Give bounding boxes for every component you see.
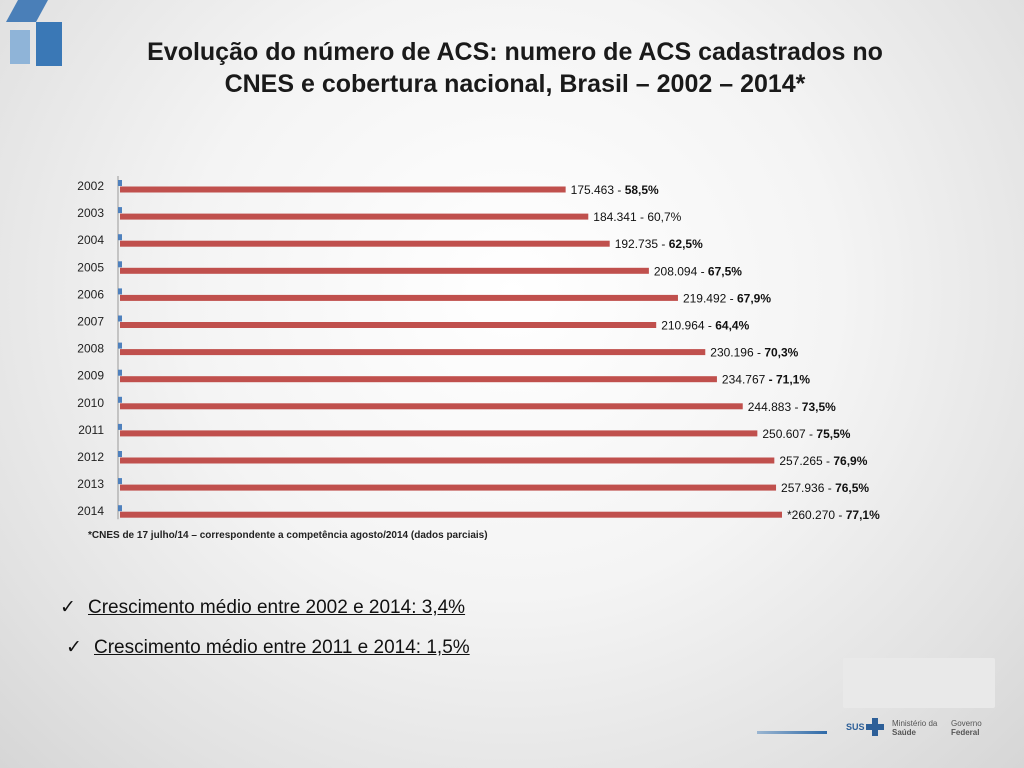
data-label: 192.735 - 62,5% bbox=[615, 237, 703, 251]
bar-coverage bbox=[118, 180, 122, 186]
bullet-growth-2002-2014: ✓ Crescimento médio entre 2002 e 2014: 3,… bbox=[60, 596, 465, 619]
y-tick-label: 2002 bbox=[77, 179, 104, 193]
ministry-logo: Ministério da Saúde bbox=[892, 719, 937, 737]
bar-coverage bbox=[118, 234, 122, 241]
title-line-1: Evolução do número de ACS: numero de ACS… bbox=[147, 38, 883, 66]
government-line-1: Governo bbox=[951, 719, 982, 728]
bar-coverage bbox=[118, 261, 122, 268]
data-label: 175.463 - 58,5% bbox=[571, 183, 659, 197]
checkmark-icon: ✓ bbox=[66, 637, 82, 658]
y-tick-label: 2010 bbox=[77, 396, 104, 410]
bar-acs-count bbox=[120, 267, 649, 274]
decorative-panel bbox=[843, 658, 995, 708]
chart-footnote: *CNES de 17 julho/14 – correspondente a … bbox=[88, 530, 488, 541]
data-label: 250.607 - 75,5% bbox=[762, 427, 850, 441]
y-tick-label: 2006 bbox=[77, 287, 104, 301]
bar-coverage bbox=[118, 396, 122, 403]
bar-acs-count bbox=[120, 186, 566, 193]
cross-icon bbox=[866, 718, 884, 736]
bar-acs-count bbox=[120, 403, 743, 410]
page-title: Evolução do número de ACS: numero de ACS… bbox=[80, 36, 950, 100]
title-line-2: CNES e cobertura nacional, Brasil – 2002… bbox=[224, 70, 806, 98]
bar-acs-count bbox=[120, 240, 610, 247]
ministry-line-1: Ministério da bbox=[892, 719, 938, 728]
y-tick-label: 2008 bbox=[77, 342, 104, 356]
bar-coverage bbox=[118, 478, 122, 485]
sus-logo: SUS bbox=[846, 722, 865, 732]
bar-acs-count bbox=[120, 294, 678, 301]
bar-coverage bbox=[118, 315, 122, 322]
bar-acs-count bbox=[120, 213, 589, 220]
footer-logos: SUS Ministério da Saúde Governo Federal bbox=[846, 716, 996, 744]
bar-coverage bbox=[118, 342, 122, 349]
data-label: 244.883 - 73,5% bbox=[748, 400, 836, 414]
bar-coverage bbox=[118, 451, 122, 457]
y-tick-label: 2012 bbox=[77, 450, 104, 464]
government-logo: Governo Federal bbox=[951, 719, 982, 737]
bar-acs-count bbox=[120, 322, 657, 328]
data-label: 257.936 - 76,5% bbox=[781, 481, 869, 495]
data-label: 230.196 - 70,3% bbox=[710, 346, 798, 360]
bar-coverage bbox=[118, 423, 122, 430]
ministry-line-2: Saúde bbox=[892, 728, 917, 737]
bar-acs-count bbox=[120, 457, 775, 464]
bar-acs-count bbox=[120, 511, 782, 518]
logo-shape-top bbox=[6, 0, 48, 22]
bar-coverage bbox=[118, 505, 122, 512]
bar-acs-count bbox=[120, 430, 758, 437]
y-tick-label: 2003 bbox=[77, 206, 104, 220]
y-tick-label: 2014 bbox=[77, 504, 104, 518]
bar-acs-count bbox=[120, 349, 706, 356]
logo-shape-left bbox=[10, 30, 30, 64]
data-label: 219.492 - 67,9% bbox=[683, 291, 771, 305]
bar-acs-count bbox=[120, 484, 777, 491]
bullet-growth-2011-2014: ✓ Crescimento médio entre 2011 e 2014: 1,… bbox=[66, 636, 470, 659]
data-label: 184.341 - 60,7% bbox=[593, 210, 681, 224]
y-tick-label: 2011 bbox=[78, 423, 104, 437]
data-label: 257.265 - 76,9% bbox=[779, 454, 867, 468]
bullet-text: Crescimento médio entre 2002 e 2014: 3,4… bbox=[88, 597, 466, 618]
bullet-text: Crescimento médio entre 2011 e 2014: 1,5… bbox=[94, 637, 470, 658]
checkmark-icon: ✓ bbox=[60, 597, 76, 618]
acs-bar-chart: 2002 175.463 - 58,5% 2003 184.341 - 60,7% 20… bbox=[77, 176, 880, 522]
bar-coverage bbox=[118, 207, 122, 214]
y-tick-label: 2009 bbox=[77, 369, 104, 383]
bar-acs-count bbox=[120, 376, 717, 383]
bar-coverage bbox=[118, 369, 122, 376]
data-label: *260.270 - 77,1% bbox=[787, 508, 880, 522]
corner-logo bbox=[6, 0, 62, 66]
footer-accent-line bbox=[757, 731, 827, 734]
logo-shape-right bbox=[36, 22, 62, 66]
bar-coverage bbox=[118, 288, 122, 295]
y-tick-label: 2004 bbox=[77, 233, 104, 247]
y-tick-label: 2005 bbox=[77, 260, 104, 274]
data-label: 210.964 - 64,4% bbox=[661, 319, 749, 333]
y-tick-label: 2007 bbox=[77, 315, 104, 329]
government-line-2: Federal bbox=[951, 728, 980, 737]
data-label: 208.094 - 67,5% bbox=[654, 264, 742, 278]
data-label: 234.767 - 71,1% bbox=[722, 373, 810, 387]
y-tick-label: 2013 bbox=[77, 477, 104, 491]
